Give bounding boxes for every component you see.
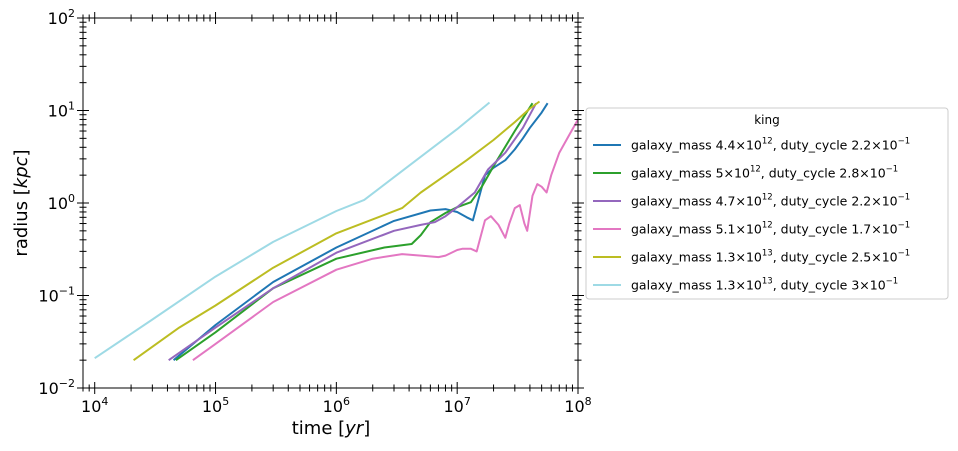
legend-entry: galaxy_mass 5.1×1012, duty_cycle 1.7×10−… — [593, 221, 910, 237]
legend-entry: galaxy_mass 4.7×1012, duty_cycle 2.2×10−… — [593, 193, 910, 209]
legend-label: galaxy_mass 1.3×1013, duty_cycle 2.5×10−… — [631, 249, 910, 265]
legend-entry: galaxy_mass 5×1012, duty_cycle 2.8×10−1 — [593, 165, 898, 181]
legend: king galaxy_mass 4.4×1012, duty_cycle 2.… — [585, 107, 949, 300]
series-line-3 — [168, 102, 537, 362]
y-tick-label: 102 — [48, 7, 75, 28]
x-tick-label: 105 — [202, 395, 229, 416]
plot-frame — [82, 17, 579, 389]
x-tick-label: 104 — [81, 395, 108, 416]
y-tick-label: 10−2 — [38, 377, 75, 398]
legend-entry: galaxy_mass 1.3×1013, duty_cycle 3×10−1 — [593, 277, 898, 293]
x-tick-label: 108 — [564, 395, 591, 416]
y-tick-label: 101 — [48, 100, 75, 121]
series-line-4 — [192, 119, 578, 362]
legend-label: galaxy_mass 4.4×1012, duty_cycle 2.2×10−… — [631, 137, 910, 153]
series-lines — [94, 100, 578, 362]
series-line-1 — [172, 102, 549, 361]
axis-ticks — [77, 12, 584, 394]
y-axis-label: radius [kpc] — [11, 149, 32, 256]
legend-box — [585, 107, 949, 300]
legend-label: galaxy_mass 5×1012, duty_cycle 2.8×10−1 — [631, 165, 898, 181]
legend-entries: galaxy_mass 4.4×1012, duty_cycle 2.2×10−… — [593, 137, 910, 293]
series-line-5 — [133, 100, 541, 362]
legend-title: king — [754, 113, 780, 127]
legend-label: galaxy_mass 4.7×1012, duty_cycle 2.2×10−… — [631, 193, 910, 209]
series-line-2 — [175, 102, 534, 362]
x-axis-label: time [yr] — [292, 418, 371, 439]
x-tick-label: 106 — [323, 395, 350, 416]
y-tick-label: 100 — [48, 192, 75, 213]
legend-entry: galaxy_mass 1.3×1013, duty_cycle 2.5×10−… — [593, 249, 910, 265]
series-line-6 — [94, 101, 491, 360]
y-tick-label: 10−1 — [38, 285, 75, 306]
legend-entry: galaxy_mass 4.4×1012, duty_cycle 2.2×10−… — [593, 137, 910, 153]
legend-label: galaxy_mass 1.3×1013, duty_cycle 3×10−1 — [631, 277, 898, 293]
tick-labels: 104 105 106 107 108 10−2 10−1 100 101 102 — [38, 7, 591, 416]
x-tick-label: 107 — [443, 395, 470, 416]
legend-label: galaxy_mass 5.1×1012, duty_cycle 1.7×10−… — [631, 221, 910, 237]
